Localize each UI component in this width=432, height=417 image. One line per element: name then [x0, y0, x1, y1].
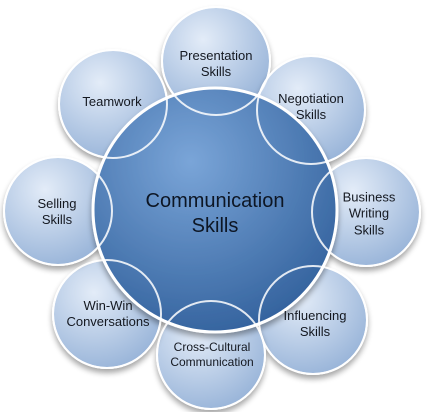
skill-label-teamwork: Teamwork [82, 93, 142, 109]
skill-rim-teamwork [58, 49, 168, 159]
skill-rim-selling [3, 156, 113, 266]
center-layer [91, 86, 339, 334]
skill-label-business-writing: Business Writing Skills [342, 189, 396, 238]
skill-label-cross-cultural: Cross-Cultural Communication [170, 340, 254, 369]
skill-rim-negotiation [256, 55, 366, 165]
skill-rim-influencing [258, 265, 368, 375]
skill-label-presentation: Presentation Skills [179, 47, 253, 79]
skill-rim-win-win [52, 259, 162, 369]
skill-label-selling: Selling Skills [37, 195, 77, 227]
skill-label-negotiation: Negotiation Skills [278, 90, 344, 122]
skill-label-win-win: Win-Win Conversations [66, 297, 150, 329]
center-title: Communication Skills [145, 190, 285, 237]
skill-rim-presentation [161, 6, 271, 116]
overlap-arcs [3, 6, 421, 410]
skill-rim-business-writing [311, 157, 421, 267]
center-circle [91, 86, 339, 334]
skill-rim-cross-cultural [156, 300, 266, 410]
skill-label-influencing: Influencing Skills [283, 307, 347, 339]
